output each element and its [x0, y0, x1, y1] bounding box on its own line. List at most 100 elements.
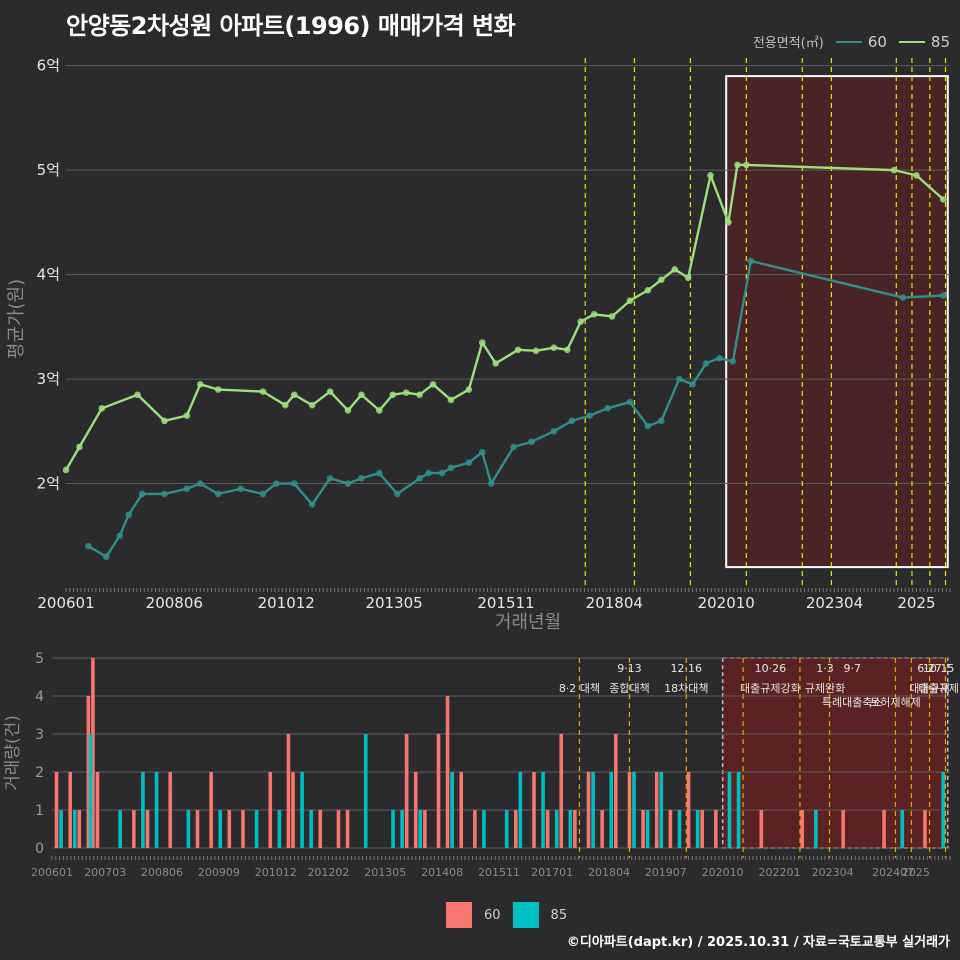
y-tick-label: 2: [35, 765, 44, 781]
data-point-85: [290, 391, 298, 399]
annotation-date: 1·3: [816, 662, 834, 675]
data-point-85: [608, 313, 616, 320]
data-point-85: [725, 219, 732, 226]
bar-60: [654, 772, 659, 848]
bar-85: [541, 772, 545, 848]
data-point-60: [550, 428, 558, 435]
data-point-60: [626, 398, 634, 406]
data-point-85: [134, 391, 141, 399]
data-point-85: [564, 346, 571, 354]
data-point-85: [734, 161, 741, 169]
data-point-85: [98, 405, 106, 412]
bar-60: [77, 810, 82, 848]
bar-60: [68, 772, 72, 848]
data-point-60: [447, 464, 455, 472]
annotation-label: 8·2 대책: [559, 682, 600, 695]
bar-85: [88, 734, 93, 848]
bar-60: [268, 772, 273, 848]
bar-60: [545, 810, 550, 848]
bar-85: [736, 772, 741, 848]
bar-85: [727, 772, 732, 848]
bar-85: [154, 772, 159, 848]
bar-60: [559, 734, 564, 848]
annotation-label: 토허제해제: [870, 695, 921, 709]
bar-60: [54, 772, 59, 848]
data-point-60: [102, 553, 110, 560]
legend-box-60: [446, 902, 472, 928]
bar-85: [418, 810, 423, 848]
data-point-85: [326, 388, 334, 395]
data-point-60: [237, 485, 244, 493]
x-tick-label: 200806: [146, 594, 203, 612]
bar-85: [695, 810, 700, 848]
bar-60: [800, 810, 805, 848]
data-point-85: [62, 466, 70, 474]
data-point-60: [568, 417, 576, 425]
x-tick-label: 201511: [477, 594, 534, 612]
data-point-85: [658, 276, 665, 284]
data-point-60: [747, 257, 755, 265]
bar-60: [209, 772, 213, 848]
data-point-60: [376, 469, 383, 477]
bar-60: [95, 772, 100, 848]
x-tick-label: 201907: [645, 866, 687, 879]
data-point-60: [702, 360, 710, 367]
y-tick-label: 0: [35, 841, 44, 857]
bar-85: [591, 772, 595, 848]
x-tick-label: 201305: [364, 866, 406, 879]
data-point-60: [675, 375, 683, 383]
bar-85: [400, 810, 404, 848]
bar-85: [554, 810, 559, 848]
annotation-date: 9·13: [617, 662, 642, 675]
legend-label-60: 60: [867, 32, 887, 51]
data-point-60: [604, 405, 611, 412]
data-point-85: [743, 161, 750, 169]
bar-60: [168, 772, 173, 848]
data-point-85: [447, 396, 455, 404]
data-point-60: [116, 532, 124, 540]
data-point-85: [402, 389, 410, 396]
x-tick-label: 200601: [31, 866, 73, 879]
bar-85: [118, 810, 123, 848]
data-point-85: [183, 412, 191, 419]
bar-85: [300, 772, 304, 848]
data-point-60: [465, 459, 473, 466]
data-point-85: [671, 266, 679, 273]
annotation-date: 10·15: [923, 662, 955, 675]
y-tick-label: 6억: [37, 57, 60, 75]
price-line-chart: 2억 3억 4억 5억 6억 200601 200806 201012 201305 201511…: [6, 57, 951, 633]
bar-60: [423, 810, 427, 848]
y-tick-label: 4: [35, 689, 44, 705]
data-point-60: [138, 490, 146, 498]
bar-85: [659, 772, 664, 848]
data-point-60: [899, 294, 907, 301]
x-tick-label: 201202: [307, 866, 349, 879]
data-point-60: [259, 490, 267, 498]
y-tick-label: 3: [35, 727, 44, 743]
bar-85: [363, 734, 368, 848]
data-point-60: [644, 422, 652, 430]
bar-85: [59, 810, 63, 848]
data-point-60: [939, 292, 947, 299]
footer-credit: ©디아파트(dapt.kr) / 2025.10.31 / 자료=국토교통부 실…: [566, 935, 950, 950]
x-tick-label: 200703: [84, 866, 126, 879]
y-axis-label: 거래량(건): [3, 715, 23, 791]
data-point-60: [528, 438, 535, 446]
bar-60: [241, 810, 245, 848]
bar-85: [141, 772, 145, 848]
data-point-60: [425, 469, 432, 477]
bar-60: [627, 772, 632, 848]
data-point-85: [389, 391, 397, 399]
x-tick-label: 202304: [812, 866, 854, 879]
legend-swatch-60: [835, 40, 862, 43]
bar-85: [186, 810, 191, 848]
y-tick-label: 4억: [37, 266, 60, 284]
bar-60: [195, 810, 200, 848]
data-point-60: [290, 480, 298, 487]
x-tick-label: 201804: [586, 594, 643, 612]
data-point-85: [550, 344, 558, 352]
bar-60: [841, 810, 845, 848]
data-point-60: [358, 475, 365, 482]
legend-box-85: [512, 902, 539, 928]
bar-85: [72, 810, 77, 848]
